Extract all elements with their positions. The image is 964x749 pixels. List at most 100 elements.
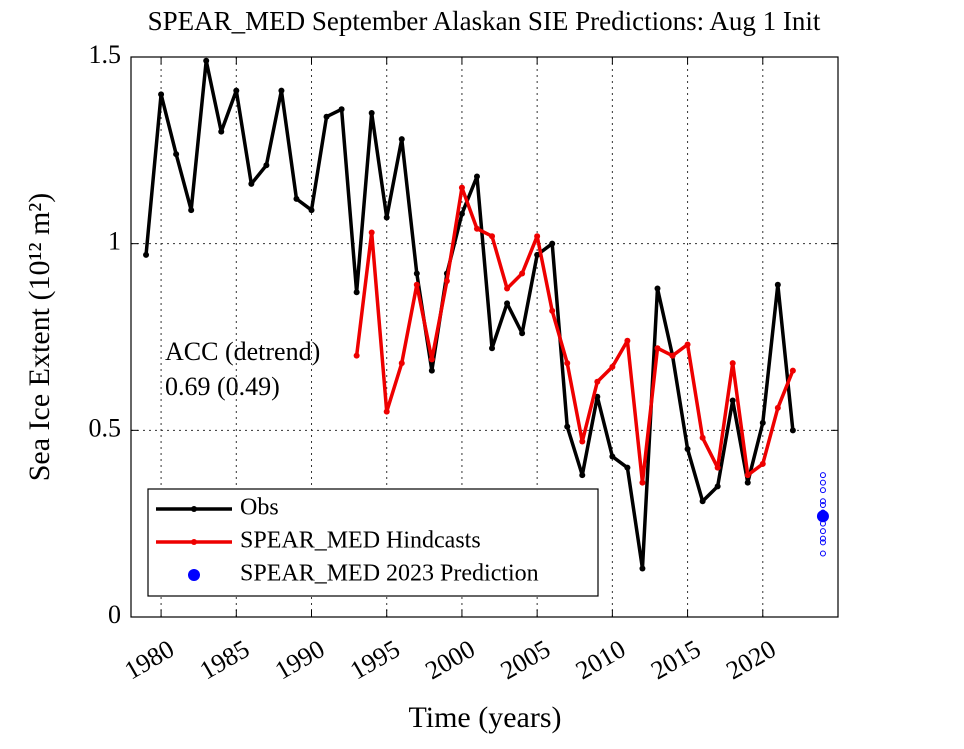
x-axis-label: Time (years) xyxy=(408,701,561,734)
data-point xyxy=(489,233,496,240)
ensemble-member xyxy=(819,539,826,546)
data-point xyxy=(368,110,375,116)
data-point xyxy=(413,281,420,288)
data-point xyxy=(654,285,661,292)
data-point xyxy=(594,393,601,400)
data-point xyxy=(473,173,480,180)
y-tick-label: 0 xyxy=(108,600,121,629)
data-point xyxy=(383,214,390,221)
data-point xyxy=(398,360,405,367)
y-tick-label: 1.5 xyxy=(89,40,122,69)
data-point xyxy=(549,307,556,314)
plot-frame xyxy=(130,56,839,618)
data-point xyxy=(684,446,691,452)
series-line xyxy=(354,185,795,485)
data-point xyxy=(323,113,330,120)
data-point xyxy=(413,270,420,277)
data-point xyxy=(368,229,375,236)
data-point xyxy=(428,367,435,374)
data-point xyxy=(774,281,781,288)
data-point xyxy=(624,337,631,344)
data-point xyxy=(504,300,511,307)
data-point xyxy=(744,472,751,479)
data-point xyxy=(218,128,225,135)
data-point xyxy=(789,427,796,434)
data-point xyxy=(774,404,781,411)
ensemble-member xyxy=(819,502,826,508)
data-point xyxy=(473,225,480,232)
data-point xyxy=(579,472,586,479)
data-point xyxy=(714,464,721,471)
data-point xyxy=(564,423,571,430)
data-point xyxy=(519,330,526,337)
legend-swatch xyxy=(191,539,197,545)
legend-swatch xyxy=(191,506,197,512)
chart-title: SPEAR_MED September Alaskan SIE Predicti… xyxy=(148,6,821,36)
data-point xyxy=(158,91,165,98)
data-point xyxy=(744,479,751,486)
data-point xyxy=(564,360,571,367)
legend-label: Obs xyxy=(240,495,279,521)
data-point xyxy=(789,367,796,374)
data-point xyxy=(263,162,270,169)
y-tick-label: 0.5 xyxy=(89,413,122,442)
data-point xyxy=(173,151,180,158)
data-point xyxy=(594,378,601,385)
data-point xyxy=(669,352,676,359)
data-point xyxy=(609,363,616,370)
data-point xyxy=(188,207,195,214)
data-point xyxy=(353,352,360,359)
data-point xyxy=(549,240,556,247)
ensemble-member xyxy=(819,535,826,542)
annotation: 0.69 (0.49) xyxy=(165,372,280,401)
data-point xyxy=(443,278,450,284)
data-point xyxy=(458,184,465,191)
y-axis-label: Sea Ice Extent (10¹² m²) xyxy=(23,193,56,482)
data-point xyxy=(654,345,661,352)
data-point xyxy=(684,341,691,348)
data-point xyxy=(759,460,766,467)
data-point xyxy=(519,270,526,277)
data-point xyxy=(458,210,465,217)
data-point xyxy=(293,195,300,202)
legend-label: SPEAR_MED 2023 Prediction xyxy=(240,561,539,587)
data-point xyxy=(233,87,240,94)
data-point xyxy=(699,434,706,441)
data-point xyxy=(624,464,631,471)
legend-swatch xyxy=(188,569,200,581)
data-point xyxy=(383,408,390,415)
ensemble-member xyxy=(819,528,826,535)
data-point xyxy=(579,438,586,445)
data-point xyxy=(489,345,496,352)
data-point xyxy=(534,233,541,240)
data-point xyxy=(639,479,646,486)
ensemble-member xyxy=(819,479,826,486)
data-point xyxy=(729,397,736,404)
data-point xyxy=(338,106,345,113)
y-tick-label: 1 xyxy=(108,227,121,256)
data-point xyxy=(398,136,405,143)
data-point xyxy=(278,87,285,94)
data-point xyxy=(699,498,706,505)
data-point xyxy=(609,453,616,460)
series-line xyxy=(144,58,795,571)
data-point xyxy=(143,251,150,258)
data-point xyxy=(639,565,646,572)
prediction-point xyxy=(816,510,829,523)
ensemble-member xyxy=(819,472,826,479)
data-point xyxy=(504,285,511,292)
ensemble-member xyxy=(819,498,826,505)
legend-label: SPEAR_MED Hindcasts xyxy=(240,528,481,554)
data-point xyxy=(534,251,541,258)
annotation: ACC (detrend) xyxy=(165,337,320,366)
ensemble-member xyxy=(819,487,826,494)
data-point xyxy=(759,419,766,426)
data-point xyxy=(729,360,736,367)
data-point xyxy=(248,180,255,187)
data-point xyxy=(428,356,435,363)
data-point xyxy=(308,207,315,214)
ensemble-member xyxy=(819,550,826,557)
data-point xyxy=(203,57,210,64)
